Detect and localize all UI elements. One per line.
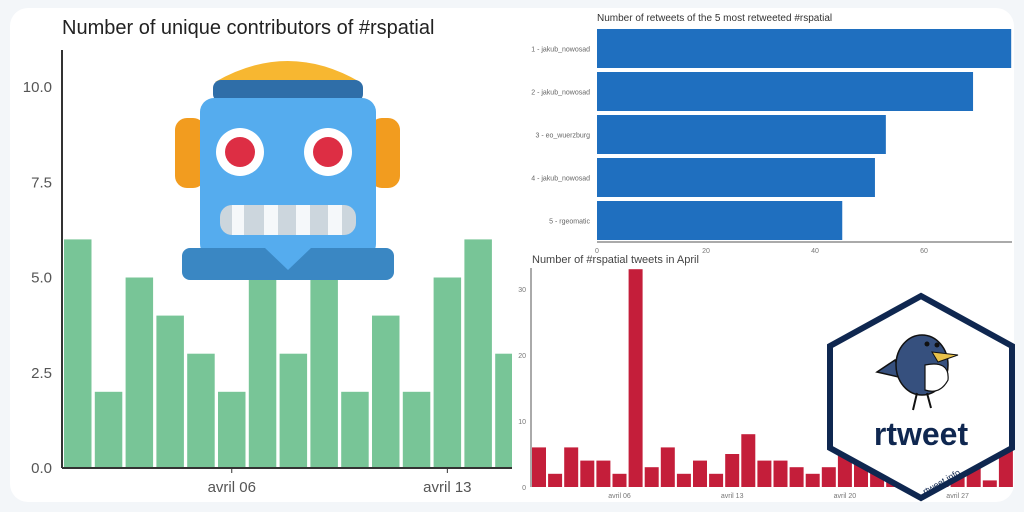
bar [773, 460, 788, 487]
bar [64, 239, 92, 468]
bar [998, 447, 1013, 487]
bar [612, 473, 627, 487]
bar [725, 454, 740, 487]
y-tick-label: 0.0 [31, 460, 52, 477]
bar [125, 277, 154, 468]
bar [597, 115, 886, 154]
bar [372, 315, 400, 468]
bar [580, 460, 595, 487]
bar [433, 277, 462, 468]
bar [532, 447, 546, 487]
x-tick-label: avril 20 [834, 493, 857, 500]
x-tick-label: avril 06 [608, 493, 631, 500]
bar [94, 391, 123, 468]
x-tick-label: avril 27 [946, 493, 969, 500]
contributors-chart-title: Number of unique contributors of #rspati… [62, 17, 434, 39]
bar [564, 447, 579, 487]
y-tick-label: 10 [518, 419, 526, 426]
bar [644, 467, 659, 487]
bar [982, 480, 997, 487]
bar [805, 473, 820, 487]
bar [660, 447, 675, 487]
bar [789, 467, 804, 487]
y-tick-label: 5.0 [31, 270, 52, 287]
bar [464, 239, 492, 468]
bar [548, 473, 563, 487]
y-tick-label: 7.5 [31, 174, 52, 191]
bar [218, 391, 246, 468]
retweets-chart-title: Number of retweets of the 5 most retweet… [597, 13, 832, 24]
bar [596, 460, 611, 487]
x-tick-label: avril 13 [423, 479, 471, 496]
bar [597, 72, 974, 111]
y-tick-label: 2.5 [31, 365, 52, 382]
y-tick-label: 1 - jakub_nowosad [531, 47, 590, 54]
bar [341, 391, 369, 468]
bar [597, 29, 1012, 68]
bar [693, 460, 707, 487]
rtweet-logo-text: rtweet [874, 416, 969, 452]
bar [821, 467, 836, 487]
bar [402, 391, 431, 468]
x-tick-label: 60 [920, 248, 928, 255]
x-tick-label: avril 06 [208, 479, 256, 496]
x-tick-label: 40 [811, 248, 819, 255]
bar [628, 269, 643, 487]
tweets-chart-title: Number of #rspatial tweets in April [532, 254, 699, 266]
bar [597, 201, 843, 240]
x-tick-label: 20 [702, 248, 710, 255]
bar [495, 353, 512, 468]
x-tick-label: avril 13 [721, 493, 744, 500]
bar [837, 454, 852, 487]
y-tick-label: 10.0 [23, 79, 52, 96]
y-tick-label: 4 - jakub_nowosad [531, 176, 590, 183]
bar [187, 353, 215, 468]
bar [597, 158, 875, 197]
y-tick-label: 5 - rgeomatic [549, 219, 590, 226]
x-tick-label: 0 [595, 248, 599, 255]
y-tick-label: 2 - jakub_nowosad [531, 90, 590, 97]
bar [741, 434, 756, 487]
y-tick-label: 20 [518, 353, 526, 360]
rtweet-bird-logo [875, 334, 959, 411]
y-tick-label: 0 [522, 485, 526, 492]
y-tick-label: 3 - eo_wuerzburg [536, 133, 591, 140]
bar [757, 460, 772, 487]
bar [676, 473, 691, 487]
bar [279, 353, 308, 468]
bar [709, 473, 724, 487]
bar [156, 315, 184, 468]
y-tick-label: 30 [518, 287, 526, 294]
